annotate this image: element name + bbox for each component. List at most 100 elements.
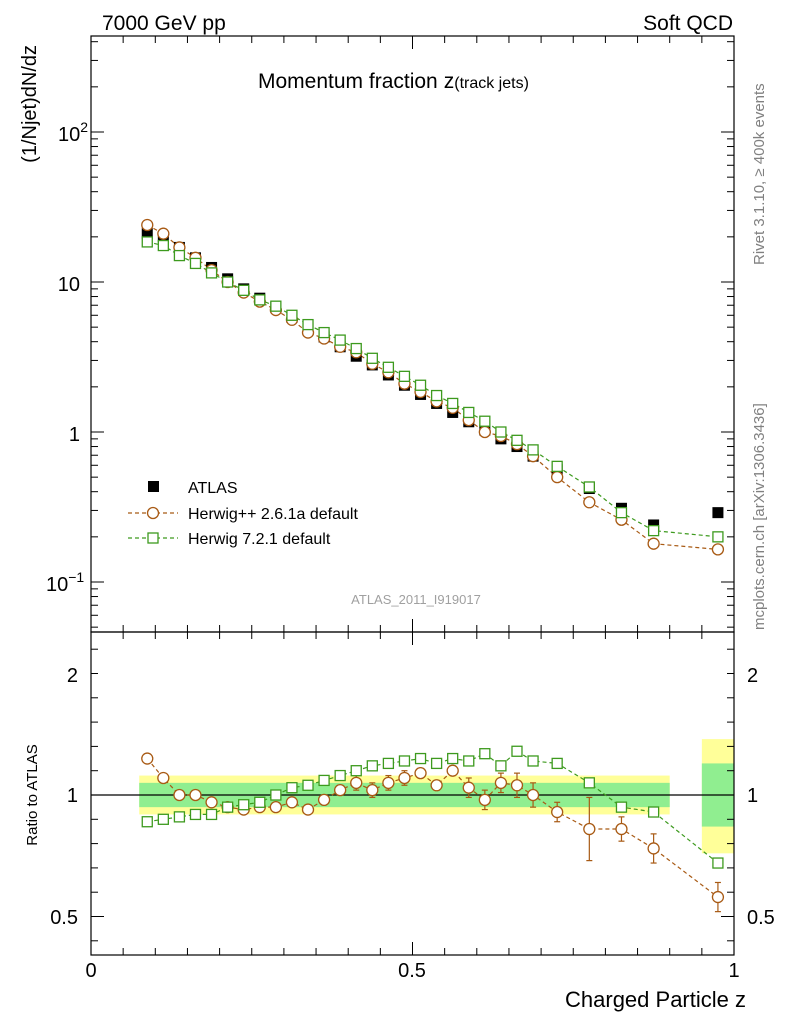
ratio-point-herwig-7-2-1-default xyxy=(511,745,523,757)
ratio-ytick-0.5-right: 0.5 xyxy=(747,907,775,929)
ratio-point-herwig-2-6-1a-default xyxy=(205,796,218,809)
main-point-herwig-7-2-1-default xyxy=(270,300,282,312)
ratio-point-herwig-2-6-1a-default xyxy=(269,801,283,814)
ratio-point-herwig-2-6-1a-default xyxy=(446,764,459,777)
ratio-point-herwig-7-2-1-default xyxy=(551,757,563,770)
main-point-herwig-7-2-1-default xyxy=(173,249,186,262)
main-point-herwig-7-2-1-default xyxy=(366,352,378,364)
main-point-herwig-7-2-1-default xyxy=(647,524,660,537)
ytick-label-1: 1 xyxy=(69,424,80,446)
ratio-point-herwig-2-6-1a-default xyxy=(350,776,363,789)
ratio-point-herwig-7-2-1-default xyxy=(270,789,282,801)
main-point-herwig-7-2-1-default xyxy=(157,239,169,252)
main-point-herwig-2-6-1a-default xyxy=(478,425,491,439)
energy-label: 7000 GeV pp xyxy=(102,12,226,35)
ratio-point-herwig-7-2-1-default xyxy=(205,808,218,821)
main-point-herwig-7-2-1-default xyxy=(254,294,266,306)
ratio-point-herwig-2-6-1a-default xyxy=(141,752,154,765)
ratio-point-herwig-7-2-1-default xyxy=(334,769,346,782)
main-ticks xyxy=(90,36,735,632)
main-point-herwig-7-2-1-default xyxy=(189,257,202,270)
ratio-ytick-2-right: 2 xyxy=(747,665,758,687)
ratio-point-herwig-7-2-1-default xyxy=(414,752,427,765)
legend-label-herwig7: Herwig 7.2.1 default xyxy=(188,531,331,548)
legend-label-herwigpp: Herwig++ 2.6.1a default xyxy=(188,506,358,523)
main-point-herwig-7-2-1-default xyxy=(479,415,491,427)
ratio-panel: 2 1 0.5 2 1 0.5 Ratio to ATLAS 0 0.5 1 C… xyxy=(24,631,775,1012)
main-panel: 102 10 1 10−1 (1/Njet)dN/dz Momentum fra… xyxy=(19,35,735,633)
legend-marker-herwigpp xyxy=(146,506,160,520)
ratio-point-herwig-7-2-1-default xyxy=(479,748,491,760)
main-point-herwig-7-2-1-default xyxy=(205,267,218,279)
x-axis-label: Charged Particle z xyxy=(565,987,746,1012)
main-point-herwig-7-2-1-default xyxy=(334,334,346,346)
ratio-point-herwig-7-2-1-default xyxy=(141,816,153,828)
ratio-point-herwig-7-2-1-default xyxy=(647,806,660,818)
analysis-id-label: ATLAS_2011_I919017 xyxy=(351,592,481,607)
mcplots-label: mcplots.cern.ch [arXiv:1306.3436] xyxy=(751,403,768,630)
ratio-point-herwig-2-6-1a-default xyxy=(494,776,508,789)
ratio-point-herwig-2-6-1a-default xyxy=(285,796,299,809)
ratio-point-herwig-7-2-1-default xyxy=(302,779,314,791)
ratio-point-herwig-2-6-1a-default xyxy=(317,793,331,807)
main-point-herwig-7-2-1-default xyxy=(495,426,507,438)
ratio-point-herwig-7-2-1-default xyxy=(430,757,443,770)
main-point-herwig-2-6-1a-default xyxy=(141,218,154,232)
main-marks xyxy=(141,218,725,556)
main-point-herwig-2-6-1a-default xyxy=(647,537,660,550)
ratio-point-herwig-2-6-1a-default xyxy=(551,805,564,819)
chart-title: Momentum fraction z(track jets) xyxy=(258,70,529,93)
ratio-point-herwig-7-2-1-default xyxy=(583,777,595,789)
ratio-point-herwig-7-2-1-default xyxy=(495,760,507,772)
main-point-herwig-7-2-1-default xyxy=(430,389,443,402)
ratio-point-herwig-7-2-1-default xyxy=(318,774,330,787)
ratio-ytick-2-left: 2 xyxy=(67,665,78,687)
main-point-herwig-7-2-1-default xyxy=(551,460,563,473)
ratio-ytick-1-right: 1 xyxy=(747,785,758,807)
main-point-herwig-7-2-1-default xyxy=(238,284,250,296)
ratio-point-herwig-2-6-1a-default xyxy=(510,779,524,792)
ytick-label-0.1: 10−1 xyxy=(46,569,84,596)
rivet-label: Rivet 3.1.10, ≥ 400k events xyxy=(751,83,768,265)
ratio-point-herwig-7-2-1-default xyxy=(615,801,628,813)
main-point-herwig-7-2-1-default xyxy=(615,506,628,519)
ratio-ytick-1-left: 1 xyxy=(67,785,78,807)
main-point-herwig-7-2-1-default xyxy=(398,370,411,382)
main-point-herwig-7-2-1-default xyxy=(141,236,153,248)
main-point-herwig-7-2-1-default xyxy=(318,326,330,339)
ratio-point-herwig-7-2-1-default xyxy=(189,808,202,821)
ratio-point-herwig-2-6-1a-default xyxy=(334,783,347,797)
ratio-point-herwig-7-2-1-default xyxy=(447,752,459,765)
ratio-ticks xyxy=(90,632,735,955)
main-point-herwig-7-2-1-default xyxy=(511,434,523,446)
ratio-point-herwig-7-2-1-default xyxy=(238,799,250,811)
ratio-point-herwig-2-6-1a-default xyxy=(462,781,475,794)
xtick-label-1: 1 xyxy=(728,960,739,982)
ratio-point-herwig-7-2-1-default xyxy=(157,813,169,825)
main-point-herwig-7-2-1-default xyxy=(712,531,724,543)
ratio-point-herwig-2-6-1a-default xyxy=(366,783,379,797)
ratio-point-herwig-7-2-1-default xyxy=(527,755,539,767)
ytick-label-10: 10 xyxy=(58,274,80,296)
ratio-point-herwig-2-6-1a-default xyxy=(189,788,202,802)
main-point-atlas xyxy=(141,228,153,240)
legend-marker-atlas xyxy=(148,481,159,492)
ratio-point-herwig-2-6-1a-default xyxy=(583,822,596,836)
xtick-label-0: 0 xyxy=(85,960,96,982)
ratio-point-herwig-7-2-1-default xyxy=(398,755,411,767)
ratio-point-herwig-7-2-1-default xyxy=(382,757,395,770)
ratio-ytick-0.5-left: 0.5 xyxy=(50,907,78,929)
main-point-herwig-7-2-1-default xyxy=(382,361,395,373)
ratio-point-herwig-2-6-1a-default xyxy=(414,766,427,780)
ratio-point-herwig-2-6-1a-default xyxy=(478,793,491,807)
main-point-herwig-7-2-1-default xyxy=(350,342,362,355)
main-point-herwig-2-6-1a-default xyxy=(551,471,564,484)
main-point-herwig-7-2-1-default xyxy=(302,318,314,331)
main-point-herwig-7-2-1-default xyxy=(221,276,234,288)
main-point-herwig-2-6-1a-default xyxy=(711,543,725,556)
ratio-marks xyxy=(141,745,725,913)
main-point-atlas xyxy=(712,507,724,519)
main-point-herwig-7-2-1-default xyxy=(463,406,475,419)
ratio-point-herwig-7-2-1-default xyxy=(286,782,298,794)
